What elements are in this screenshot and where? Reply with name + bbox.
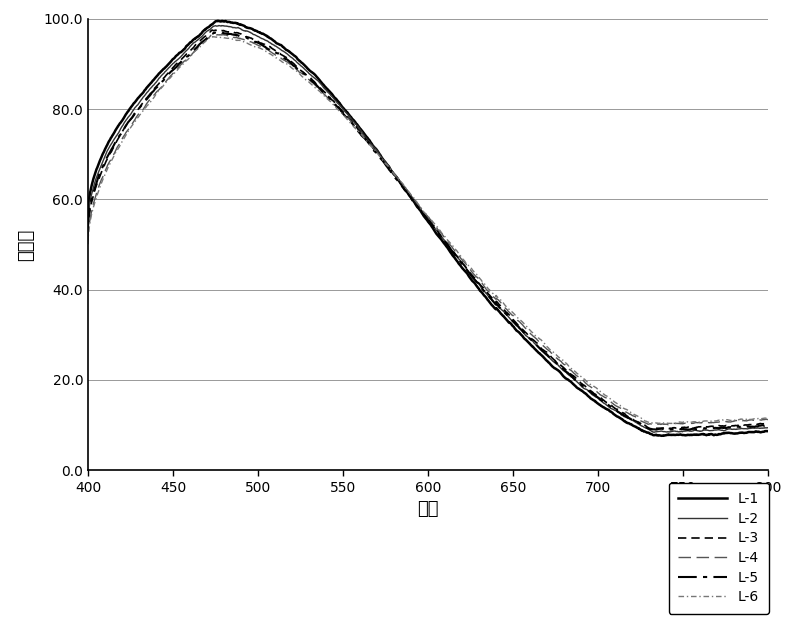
L-2 [744, 424, 754, 432]
L-4 [744, 416, 754, 424]
L-1 [744, 428, 754, 436]
L-5 [118, 127, 127, 135]
L-4 [414, 202, 424, 209]
L-3 [744, 421, 754, 429]
Line: L-1: L-1 [88, 21, 768, 436]
L-2 [650, 428, 659, 436]
L-6 [118, 137, 127, 144]
Line: L-2: L-2 [88, 26, 768, 432]
Line: L-4: L-4 [88, 34, 768, 424]
L-5 [212, 28, 222, 36]
L-3 [83, 227, 93, 234]
L-6 [414, 201, 424, 209]
L-4 [83, 237, 93, 245]
L-1 [396, 180, 406, 187]
L-6 [670, 420, 679, 428]
L-2 [619, 413, 629, 420]
L-1 [83, 209, 93, 216]
L-3 [646, 425, 655, 433]
L-5 [683, 426, 693, 434]
X-axis label: 波长: 波长 [418, 500, 438, 519]
L-3 [396, 180, 406, 187]
L-3 [118, 127, 127, 135]
L-6 [763, 414, 773, 422]
L-2 [396, 179, 406, 186]
L-4 [619, 406, 629, 414]
L-5 [83, 223, 93, 230]
L-2 [744, 424, 754, 432]
L-4 [744, 416, 754, 424]
L-5 [744, 423, 754, 430]
L-6 [396, 178, 406, 186]
L-5 [414, 205, 424, 213]
L-4 [207, 31, 217, 38]
L-4 [763, 416, 773, 423]
L-3 [207, 26, 217, 34]
L-3 [619, 409, 629, 417]
Line: L-6: L-6 [88, 36, 768, 424]
L-6 [619, 404, 629, 412]
L-2 [118, 122, 127, 129]
L-2 [763, 424, 773, 431]
L-2 [214, 22, 224, 29]
L-4 [118, 134, 127, 142]
L-1 [213, 17, 222, 24]
L-6 [208, 33, 218, 40]
Line: L-3: L-3 [88, 30, 768, 429]
L-6 [83, 241, 93, 248]
Y-axis label: 光强度: 光强度 [18, 228, 35, 261]
L-5 [744, 423, 754, 430]
L-1 [118, 116, 127, 124]
Legend: L-1, L-2, L-3, L-4, L-5, L-6: L-1, L-2, L-3, L-4, L-5, L-6 [669, 483, 769, 614]
L-6 [744, 416, 754, 423]
L-1 [744, 428, 754, 436]
L-3 [744, 421, 754, 428]
L-2 [414, 203, 424, 211]
L-3 [763, 419, 773, 427]
L-4 [396, 179, 406, 186]
L-5 [396, 181, 406, 189]
L-1 [657, 432, 666, 440]
L-1 [414, 205, 424, 213]
L-5 [619, 411, 629, 419]
L-1 [763, 428, 773, 435]
L-4 [663, 421, 673, 428]
L-1 [619, 417, 629, 424]
L-5 [763, 422, 773, 429]
Line: L-5: L-5 [88, 32, 768, 430]
L-2 [83, 218, 93, 226]
L-3 [414, 204, 424, 211]
L-6 [744, 416, 754, 423]
